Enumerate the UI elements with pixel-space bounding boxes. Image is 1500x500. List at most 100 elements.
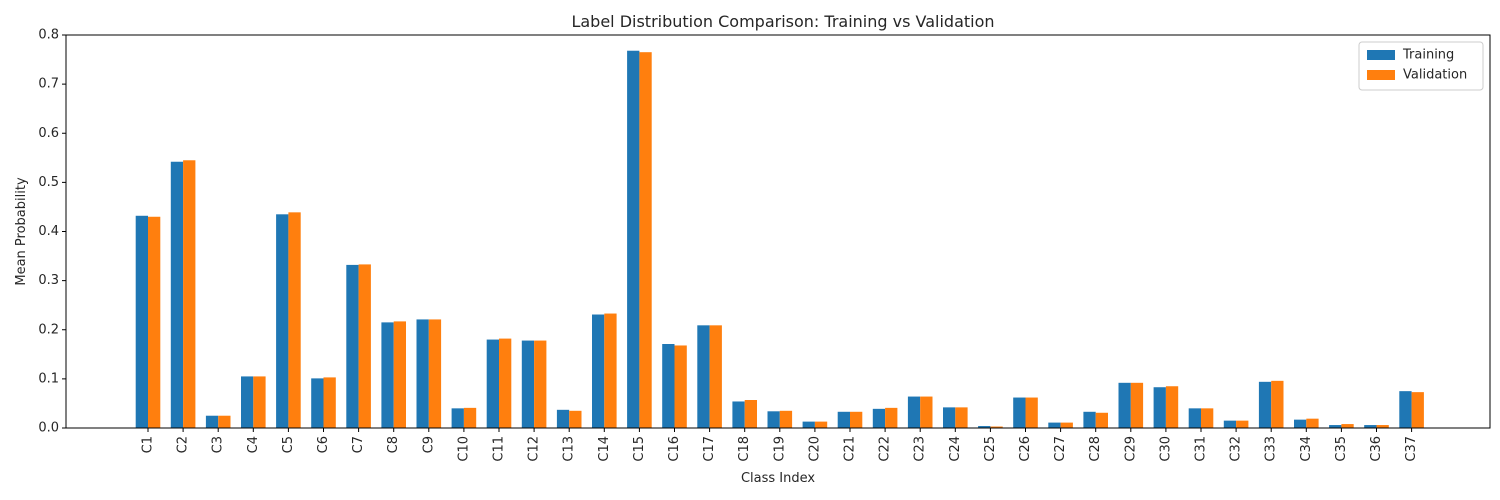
bar-validation-c5 xyxy=(288,212,301,428)
bar-training-c30 xyxy=(1153,387,1166,428)
legend-label-training: Training xyxy=(1402,48,1454,63)
x-tick-label: C22 xyxy=(878,436,893,462)
chart-title: Label Distribution Comparison: Training … xyxy=(571,12,994,31)
y-tick-label: 0.7 xyxy=(38,77,59,92)
bar-validation-c11 xyxy=(499,338,512,428)
legend: Training Validation xyxy=(1358,41,1484,91)
x-tick-label: C21 xyxy=(843,436,858,462)
x-tick-label: C15 xyxy=(632,436,647,462)
bar-training-c20 xyxy=(802,421,815,428)
x-tick-label: C28 xyxy=(1088,436,1103,462)
y-tick-label: 0.3 xyxy=(38,273,59,288)
bar-validation-c31 xyxy=(1201,408,1214,428)
bar-validation-c36 xyxy=(1376,425,1389,428)
bar-training-c25 xyxy=(978,426,991,428)
x-tick-label: C31 xyxy=(1194,436,1209,462)
bar-validation-c29 xyxy=(1130,382,1144,428)
bar-validation-c16 xyxy=(674,345,687,428)
x-tick-label: C14 xyxy=(597,436,612,462)
bar-validation-c15 xyxy=(639,52,652,428)
x-tick-label: C4 xyxy=(246,436,261,453)
bar-training-c4 xyxy=(241,376,254,428)
x-tick-label: C2 xyxy=(176,436,191,453)
bar-validation-c23 xyxy=(920,396,933,428)
bar-validation-c22 xyxy=(885,407,898,428)
bar-validation-c20 xyxy=(814,421,828,428)
x-axis-label: Class Index xyxy=(741,471,815,486)
bar-validation-c13 xyxy=(569,410,582,428)
x-tick-label: C13 xyxy=(562,436,577,462)
x-tick-label: C30 xyxy=(1158,436,1173,462)
bar-training-c10 xyxy=(451,408,464,428)
bar-training-c26 xyxy=(1013,397,1026,428)
bar-validation-c32 xyxy=(1236,420,1249,428)
bar-training-c32 xyxy=(1223,420,1237,428)
legend-swatch-validation xyxy=(1367,70,1395,80)
x-tick-label: C7 xyxy=(351,436,366,453)
bar-validation-c18 xyxy=(744,400,757,428)
bar-validation-c30 xyxy=(1165,386,1179,428)
x-tick-label: C3 xyxy=(211,436,226,453)
bar-training-c16 xyxy=(662,344,675,428)
bar-training-c17 xyxy=(697,325,710,428)
bar-validation-c33 xyxy=(1271,380,1284,428)
bar-validation-c19 xyxy=(779,410,793,428)
bar-training-c21 xyxy=(837,411,850,428)
bar-training-c27 xyxy=(1048,422,1061,428)
x-axis-ticks: C1 C2 C3 C4 C5 C6 C7 C8 C9 C10 C11 C12 C13 C14 C15 C16 C… xyxy=(141,428,1419,462)
x-tick-label: C9 xyxy=(421,436,436,453)
x-tick-label: C29 xyxy=(1123,436,1138,462)
bar-training-c36 xyxy=(1364,425,1377,428)
x-tick-label: C33 xyxy=(1264,436,1279,462)
bar-validation-c8 xyxy=(393,321,406,428)
y-axis-label: Mean Probability xyxy=(14,177,29,286)
x-tick-label: C12 xyxy=(527,436,542,462)
bar-training-c31 xyxy=(1188,408,1201,428)
x-tick-label: C8 xyxy=(386,436,401,453)
x-tick-label: C18 xyxy=(737,436,752,462)
bar-validation-c7 xyxy=(358,264,371,428)
bar-training-c22 xyxy=(872,408,886,428)
y-tick-label: 0.5 xyxy=(38,175,59,190)
bar-validation-c1 xyxy=(148,216,161,428)
bar-validation-c4 xyxy=(253,376,266,428)
x-tick-label: C19 xyxy=(772,436,787,462)
bar-training-c18 xyxy=(732,401,745,428)
x-tick-label: C35 xyxy=(1334,436,1349,462)
x-tick-label: C1 xyxy=(141,436,156,453)
bar-validation-c6 xyxy=(323,377,336,428)
x-tick-label: C32 xyxy=(1229,436,1244,462)
legend-swatch-training xyxy=(1367,50,1395,60)
x-tick-label: C10 xyxy=(456,436,471,462)
bar-training-c7 xyxy=(346,264,359,428)
bar-validation-c17 xyxy=(709,325,722,428)
bar-validation-c26 xyxy=(1025,397,1038,428)
x-tick-label: C36 xyxy=(1369,436,1384,462)
bar-validation-c28 xyxy=(1095,412,1108,428)
bar-validation-c37 xyxy=(1411,392,1424,428)
bar-validation-c14 xyxy=(604,313,617,428)
bar-training-c28 xyxy=(1083,411,1096,428)
bar-training-c2 xyxy=(170,161,184,429)
bar-training-c19 xyxy=(767,411,780,428)
bar-training-c23 xyxy=(907,396,921,428)
y-tick-label: 0.2 xyxy=(38,322,59,337)
bar-training-c8 xyxy=(381,322,394,428)
bar-training-c9 xyxy=(416,319,429,428)
x-tick-label: C34 xyxy=(1299,436,1314,462)
y-tick-label: 0.6 xyxy=(38,126,59,141)
bar-validation-c12 xyxy=(534,340,547,428)
bar-training-c24 xyxy=(943,407,956,428)
x-tick-label: C27 xyxy=(1053,436,1068,462)
bar-training-c37 xyxy=(1399,391,1412,428)
bar-training-c3 xyxy=(205,415,219,428)
bar-training-c33 xyxy=(1258,381,1272,428)
bar-validation-c3 xyxy=(218,415,231,428)
bar-training-c15 xyxy=(627,50,640,428)
bar-validation-c21 xyxy=(850,411,863,428)
bars-group xyxy=(135,50,1424,429)
bar-validation-c27 xyxy=(1060,422,1073,428)
bar-training-c12 xyxy=(521,340,535,428)
x-tick-label: C17 xyxy=(702,436,717,462)
